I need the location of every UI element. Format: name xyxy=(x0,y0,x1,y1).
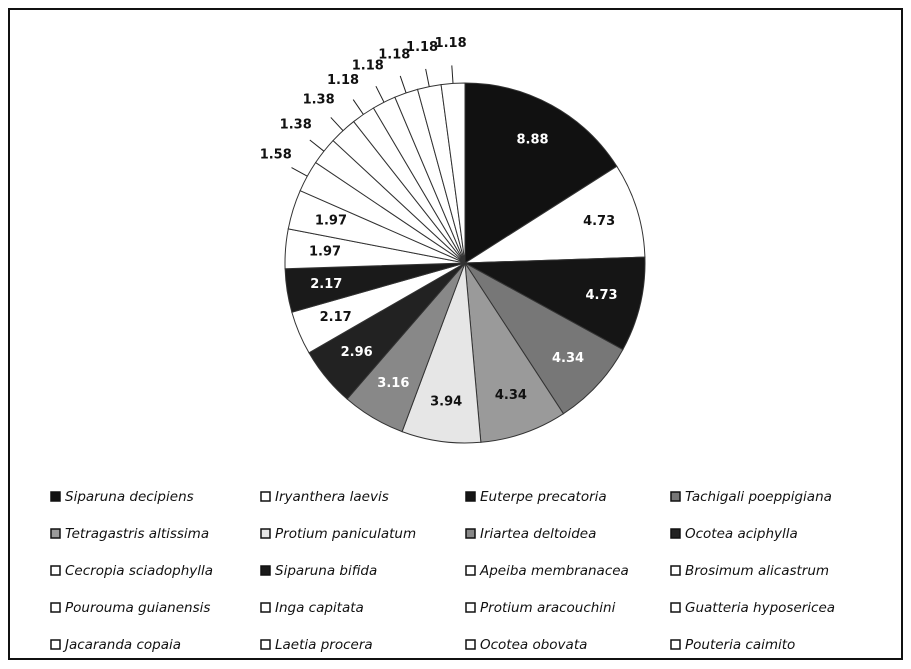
legend-label: Tetragastris altissima xyxy=(65,526,209,542)
legend-label: Ocotea aciphylla xyxy=(685,526,798,542)
legend-label: Iriartea deltoidea xyxy=(480,526,596,542)
data-label: 1.38 xyxy=(280,117,312,132)
data-label: 1.97 xyxy=(315,214,347,229)
data-label: 1.18 xyxy=(378,47,410,62)
legend-label: Euterpe precatoria xyxy=(480,489,607,505)
leader-line xyxy=(330,117,344,131)
legend-swatch xyxy=(670,565,681,576)
legend-swatch xyxy=(465,639,476,650)
legend-label: Ocotea obovata xyxy=(480,637,587,653)
leader-line xyxy=(375,85,385,103)
data-label: 1.18 xyxy=(352,59,384,74)
legend-label: Tachigali poeppigiana xyxy=(685,489,832,505)
data-label: 1.97 xyxy=(309,244,341,259)
leader-line xyxy=(451,65,454,84)
legend-label: Jacaranda copaia xyxy=(62,637,181,653)
pie-slice xyxy=(463,165,646,264)
legend-swatch xyxy=(50,565,61,576)
leader-line xyxy=(399,75,407,94)
legend-swatch xyxy=(260,602,271,613)
data-label: 1.18 xyxy=(406,40,438,55)
data-label: 2.17 xyxy=(320,310,352,325)
data-label: 4.73 xyxy=(583,214,615,229)
legend-swatch xyxy=(465,491,476,502)
legend-label: Siparuna bifida xyxy=(275,563,377,579)
legend-label: Protium aracouchini xyxy=(480,600,616,616)
legend-swatch xyxy=(260,528,271,539)
legend-swatch xyxy=(260,565,271,576)
legend-label: Pourouma guianensis xyxy=(65,600,210,616)
data-label: 4.73 xyxy=(586,288,618,303)
legend-label: Guatteria hyposericea xyxy=(685,600,835,616)
leader-line xyxy=(291,167,308,177)
legend-swatch xyxy=(50,491,61,502)
legend-swatch xyxy=(465,602,476,613)
data-label: 3.16 xyxy=(377,376,409,391)
data-label: 2.17 xyxy=(310,277,342,292)
data-label: 1.18 xyxy=(435,36,467,51)
data-label: 4.34 xyxy=(552,351,584,366)
legend-swatch xyxy=(260,491,271,502)
pie-slice xyxy=(464,82,618,264)
data-label: 3.94 xyxy=(430,395,462,410)
data-label: 1.58 xyxy=(260,147,292,162)
data-label: 4.34 xyxy=(495,388,527,403)
pie-slice xyxy=(463,256,646,351)
legend-swatch xyxy=(465,565,476,576)
data-label: 1.18 xyxy=(327,73,359,88)
leader-line xyxy=(309,139,325,152)
legend-swatch xyxy=(260,639,271,650)
legend-swatch xyxy=(670,528,681,539)
legend-label: Siparuna decipiens xyxy=(65,489,194,505)
legend-label: Inga capitata xyxy=(275,600,364,616)
legend-label: Apeiba membranacea xyxy=(479,563,629,579)
data-label: 1.38 xyxy=(303,93,335,108)
data-label: 8.88 xyxy=(516,132,548,147)
legend-label: Cecropia sciadophylla xyxy=(65,563,213,579)
legend-swatch xyxy=(50,528,61,539)
legend-swatch xyxy=(50,602,61,613)
legend-swatch xyxy=(670,639,681,650)
leader-line xyxy=(425,68,430,87)
legend-swatch xyxy=(670,602,681,613)
legend-label: Brosimum alicastrum xyxy=(685,563,829,579)
legend-label: Laetia procera xyxy=(275,637,373,653)
leader-line xyxy=(352,99,364,115)
legend-swatch xyxy=(670,491,681,502)
legend-label: Pouteria caimito xyxy=(685,637,795,653)
legend-swatch xyxy=(50,639,61,650)
legend-swatch xyxy=(465,528,476,539)
data-label: 2.96 xyxy=(341,345,373,360)
legend-label: Iryanthera laevis xyxy=(275,489,389,505)
legend-label: Protium paniculatum xyxy=(275,526,416,542)
